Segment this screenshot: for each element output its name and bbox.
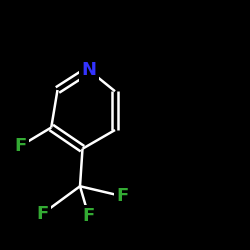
Text: F: F [116,187,128,205]
Text: F: F [82,207,95,225]
Text: F: F [36,205,48,223]
Text: N: N [81,61,96,79]
Text: F: F [14,137,26,155]
